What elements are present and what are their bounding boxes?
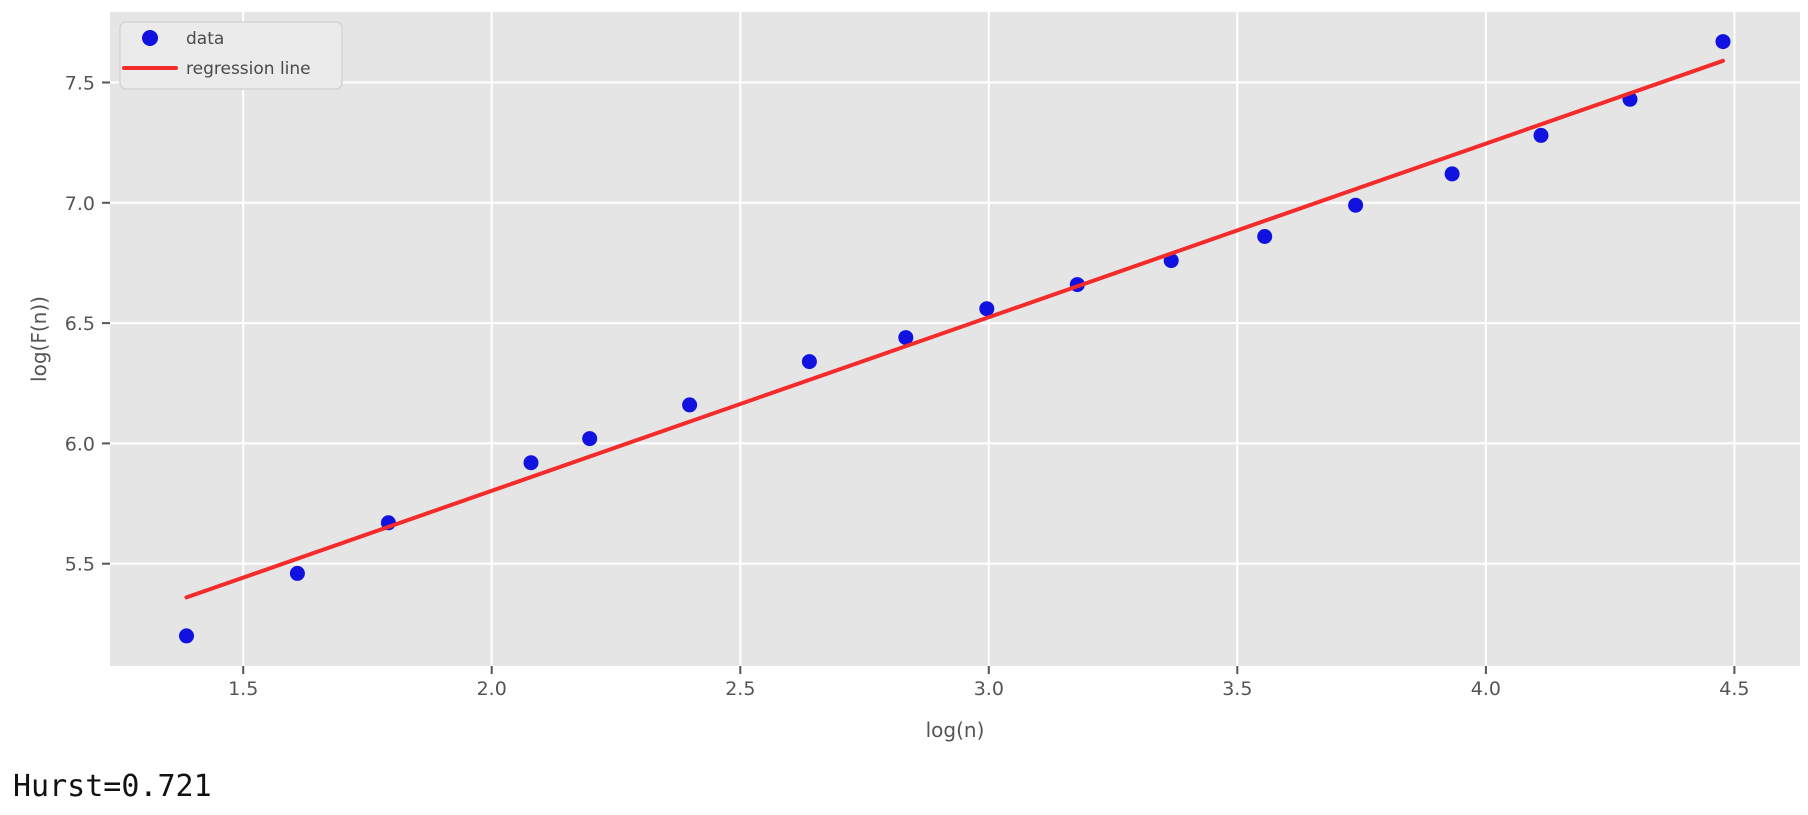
x-tick-label: 1.5 (228, 678, 258, 700)
legend: data regression line (119, 21, 343, 90)
legend-marker-scatter (142, 30, 158, 46)
data-point (1444, 166, 1460, 182)
y-tick-label: 7.5 (65, 73, 95, 95)
data-point (1348, 197, 1364, 213)
legend-label: regression line (186, 59, 311, 79)
hurst-exponent-text: Hurst=0.721 (13, 769, 212, 804)
x-tick-label: 4.5 (1719, 678, 1749, 700)
data-point (179, 628, 194, 644)
x-tick-label: 3.5 (1222, 678, 1252, 700)
x-tick-label: 3.0 (974, 678, 1004, 700)
data-point (801, 354, 817, 370)
x-tick-label: 2.5 (725, 678, 755, 700)
data-point (1533, 127, 1549, 143)
y-tick-label: 6.5 (65, 313, 95, 335)
data-point (898, 330, 914, 346)
legend-label: data (186, 29, 224, 49)
legend-box (119, 21, 343, 90)
data-point (1715, 34, 1731, 50)
x-tick-label: 2.0 (477, 678, 507, 700)
y-tick-label: 5.5 (65, 554, 95, 576)
regression-line (184, 58, 1725, 600)
data-point (1257, 229, 1273, 244)
plot-background (110, 12, 1800, 666)
x-tick-label: 4.0 (1471, 678, 1501, 700)
data-point (979, 301, 995, 317)
y-tick-label: 7.0 (65, 193, 95, 215)
data-point (582, 431, 598, 447)
data-point (523, 455, 539, 471)
y-tick-label: 6.0 (65, 433, 95, 455)
dfa-loglog-chart: 1.5 2.0 2.5 3.0 3.5 4.0 4.5 5.5 6.0 6.5 7.0 7.5 log(… (27, 12, 1800, 742)
data-point (289, 565, 305, 581)
y-axis-label: log(F(n)) (27, 296, 51, 382)
x-axis-label: log(n) (926, 718, 985, 742)
data-point (682, 397, 698, 413)
